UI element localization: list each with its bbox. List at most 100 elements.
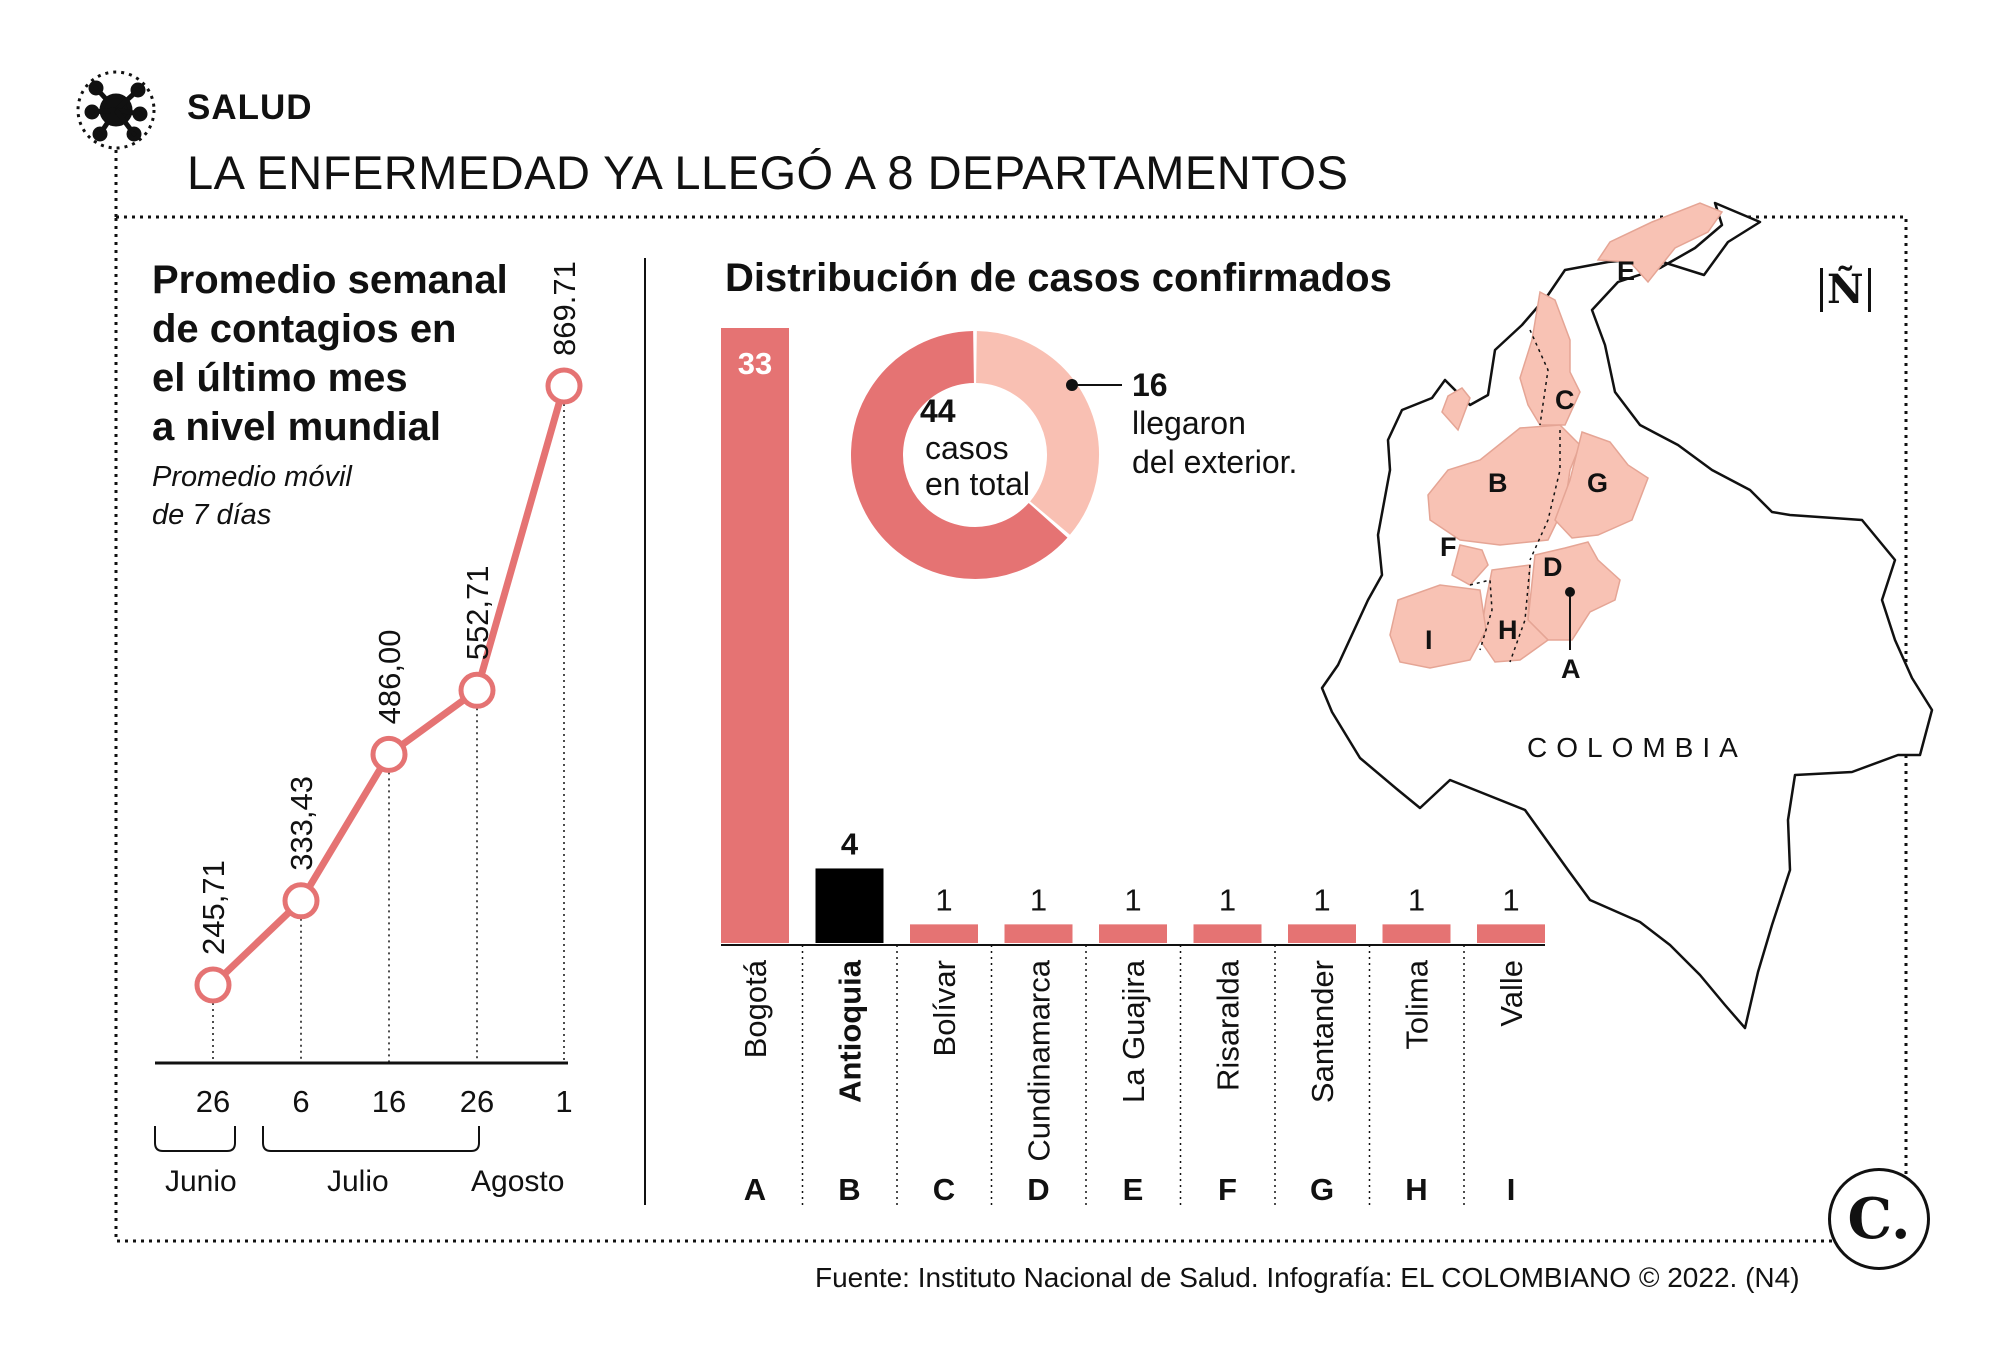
page-headline: LA ENFERMEDAD YA LLEGÓ A 8 DEPARTAMENTOS: [187, 146, 1349, 199]
bar-category-label: Valle: [1494, 960, 1529, 1027]
map-label-f: F: [1440, 532, 1457, 562]
bar: [1193, 924, 1262, 943]
virus-icon: [84, 80, 148, 142]
region-f-risaralda: [1451, 544, 1489, 586]
bar-chart: 33 Bogotá A 4 Antioquia B 1 Bolívar C 1 Cundinamar…: [721, 328, 1545, 1207]
line-chart-x-tick-label: 26: [196, 1084, 230, 1119]
map-label-a: A: [1561, 654, 1581, 684]
donut-exterior-text-line: del exterior.: [1132, 444, 1298, 480]
region-g-santander: [1554, 431, 1649, 539]
map-label-h: H: [1498, 615, 1518, 645]
region-b-antioquia: [1427, 424, 1581, 546]
donut-slice: [975, 331, 1099, 535]
bar: [1004, 924, 1073, 943]
bar-value-label: 1: [1124, 882, 1141, 917]
line-chart-title-line: a nivel mundial: [152, 405, 441, 449]
line-chart-x-tick-label: 16: [372, 1084, 406, 1119]
bar: [910, 924, 978, 943]
bar-chart-title: Distribución de casos confirmados: [725, 256, 1392, 300]
bar-category-label: Bogotá: [738, 959, 773, 1058]
bar: [1288, 924, 1356, 943]
map-label-e: E: [1617, 256, 1636, 286]
region-i-valle: [1389, 584, 1487, 669]
region-e-la-guajira: [1596, 202, 1724, 284]
dept-border-2: [1529, 430, 1561, 561]
line-chart-value-label: 245,71: [196, 860, 231, 955]
line-chart: 245,71 333,43 486,00 552,71 869.71 26 6 16 26 1: [154, 261, 583, 1152]
bar-value-label: 4: [841, 826, 859, 861]
month-bracket-julio: [262, 1126, 480, 1152]
bar-code-label: G: [1310, 1172, 1334, 1207]
bar-category-label: Tolima: [1400, 959, 1435, 1049]
line-chart-title-line: el último mes: [152, 356, 408, 400]
bar: [721, 328, 789, 943]
map-label-d: D: [1543, 552, 1563, 582]
line-chart-value-label: 333,43: [284, 776, 319, 871]
bar-value-label: 1: [935, 882, 952, 917]
logo-icon: C.: [1828, 1168, 1930, 1270]
line-chart-value-label: 869.71: [547, 261, 582, 356]
line-chart-x-tick-label: 6: [292, 1084, 309, 1119]
line-chart-x-tick-label: 1: [555, 1084, 572, 1119]
map-label-c: C: [1555, 385, 1575, 415]
bar: [1477, 924, 1545, 943]
line-chart-value-label: 486,00: [372, 630, 407, 725]
bar-category-label: Santander: [1305, 960, 1340, 1103]
line-chart-x-tick-label: 26: [460, 1084, 494, 1119]
bar-value-label: 1: [1030, 882, 1047, 917]
bar-code-label: H: [1405, 1172, 1427, 1207]
month-label-julio: Julio: [327, 1165, 389, 1198]
bar-code-label: F: [1218, 1172, 1237, 1207]
month-label-junio: Junio: [165, 1165, 237, 1198]
map-label-b: B: [1488, 468, 1508, 498]
bar-category-label: Antioquia: [833, 959, 868, 1103]
virus-icon-ring: [76, 70, 156, 150]
line-chart-title: Promedio semanal de contagios en el últi…: [152, 256, 572, 452]
bar-value-label: 33: [738, 346, 772, 381]
map-country-label: COLOMBIA: [1527, 732, 1747, 763]
line-chart-point: [370, 735, 408, 773]
month-label-agosto: Agosto: [471, 1165, 565, 1198]
bar: [1382, 924, 1451, 943]
bar-category-label: Bolívar: [927, 960, 962, 1056]
month-bracket-junio: [154, 1126, 236, 1152]
donut-slice: [851, 331, 1068, 579]
bar: [1099, 924, 1167, 943]
donut-chart: [851, 331, 1122, 579]
map-label-g: G: [1587, 468, 1609, 498]
dept-border-3: [1469, 579, 1493, 651]
colombia-map: [1320, 201, 1934, 1030]
line-chart-subtitle-line: Promedio móvil: [152, 461, 352, 493]
bar-code-label: E: [1123, 1172, 1144, 1207]
dept-border-4: [1509, 564, 1531, 663]
line-chart-point: [282, 882, 320, 920]
bar: [815, 868, 884, 943]
bar-value-label: 1: [1219, 882, 1236, 917]
bar-value-label: 1: [1313, 882, 1330, 917]
donut-total-text: casos en total: [925, 430, 1030, 502]
donut-exterior-number: 16: [1132, 367, 1168, 403]
line-chart-value-label: 552,71: [460, 565, 495, 660]
line-chart-point: [458, 671, 496, 709]
bar-category-label: La Guajira: [1116, 959, 1151, 1103]
dept-border-1: [1529, 329, 1549, 426]
line-chart-subtitle: Promedio móvil de 7 días: [152, 458, 352, 534]
line-chart-point: [194, 966, 232, 1004]
donut-exterior-text: llegaron del exterior.: [1132, 404, 1297, 482]
bar-value-label: 1: [1408, 882, 1425, 917]
north-arrow-icon: Ñ: [1820, 268, 1871, 312]
bar-code-label: D: [1027, 1172, 1049, 1207]
colombia-outline: [1320, 201, 1934, 1030]
line-chart-subtitle-line: de 7 días: [152, 499, 272, 531]
map-label-i: I: [1425, 625, 1433, 655]
region-c-bolivar: [1519, 290, 1581, 426]
bar-value-label: 1: [1502, 882, 1519, 917]
bar-code-label: C: [933, 1172, 955, 1207]
bar-code-label: A: [744, 1172, 766, 1207]
section-label: SALUD: [187, 88, 313, 127]
donut-total-text-line: en total: [925, 466, 1030, 502]
line-chart-point: [545, 367, 583, 405]
affected-departments: [1389, 202, 1724, 669]
bar-category-label: Risaralda: [1211, 959, 1246, 1091]
donut-total-number: 44: [920, 393, 956, 429]
